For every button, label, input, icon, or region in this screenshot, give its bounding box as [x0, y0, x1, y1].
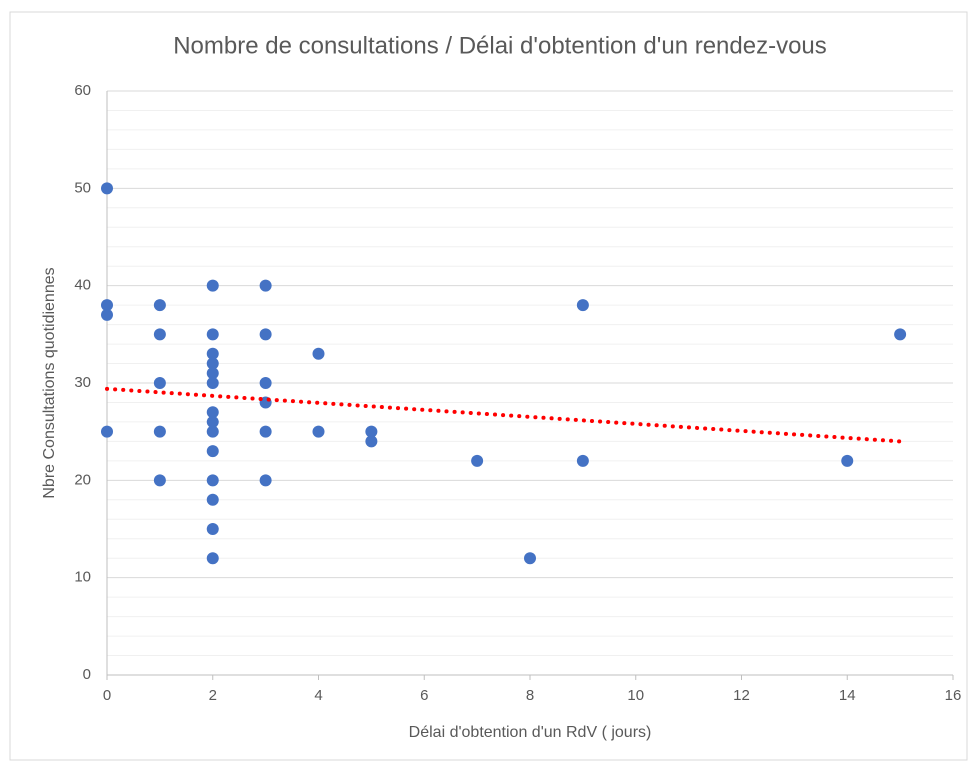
point [365, 425, 378, 438]
y-axis-label: Nbre Consultations quotidiennes [41, 267, 58, 498]
x-tick-label: 6 [420, 687, 428, 704]
point [471, 454, 484, 467]
point [894, 328, 907, 341]
point [101, 425, 113, 438]
point [153, 299, 166, 312]
x-tick-label: 2 [209, 687, 217, 704]
point [206, 425, 219, 438]
point [365, 435, 378, 448]
x-tick-label: 0 [103, 687, 111, 704]
chart-frame [9, 11, 968, 761]
x-axis-label: Délai d'obtention d'un RdV ( jours) [409, 724, 652, 741]
point [101, 299, 113, 312]
point [206, 474, 219, 487]
chart-title: Nombre de consultations / Délai d'obtent… [173, 32, 827, 59]
point [153, 425, 166, 438]
point [576, 299, 589, 312]
point [101, 182, 113, 195]
point [841, 454, 854, 467]
point [206, 493, 219, 506]
point [206, 328, 219, 341]
point [259, 425, 272, 438]
trendline [105, 386, 903, 444]
point [206, 552, 219, 565]
point [259, 474, 272, 487]
x-tick-label: 12 [733, 687, 750, 704]
x-tick-label: 8 [526, 687, 534, 704]
point [524, 552, 536, 565]
point [312, 347, 325, 360]
point [206, 406, 219, 419]
x-tick-label: 16 [945, 687, 962, 704]
point [153, 474, 166, 487]
y-tick-label: 30 [74, 374, 91, 391]
point [206, 377, 219, 389]
point [206, 415, 219, 428]
y-tick-label: 40 [74, 277, 91, 294]
point [101, 308, 113, 321]
point [206, 347, 219, 360]
y-tick-label: 10 [74, 569, 91, 586]
point [259, 279, 272, 292]
point [206, 367, 219, 380]
point [206, 279, 219, 292]
y-tick-label: 60 [74, 82, 91, 99]
point [153, 328, 166, 341]
y-tick-label: 0 [83, 666, 91, 683]
point [206, 523, 219, 535]
point [206, 357, 219, 370]
point [259, 328, 272, 341]
y-tick-label: 20 [74, 471, 91, 488]
y-tick-label: 50 [74, 179, 91, 196]
x-tick-label: 14 [839, 687, 856, 704]
x-tick-label: 10 [627, 687, 644, 704]
point [312, 425, 325, 438]
point [206, 445, 219, 458]
point [259, 377, 272, 389]
point [153, 377, 166, 389]
x-tick-label: 4 [314, 687, 322, 704]
point [576, 454, 589, 467]
